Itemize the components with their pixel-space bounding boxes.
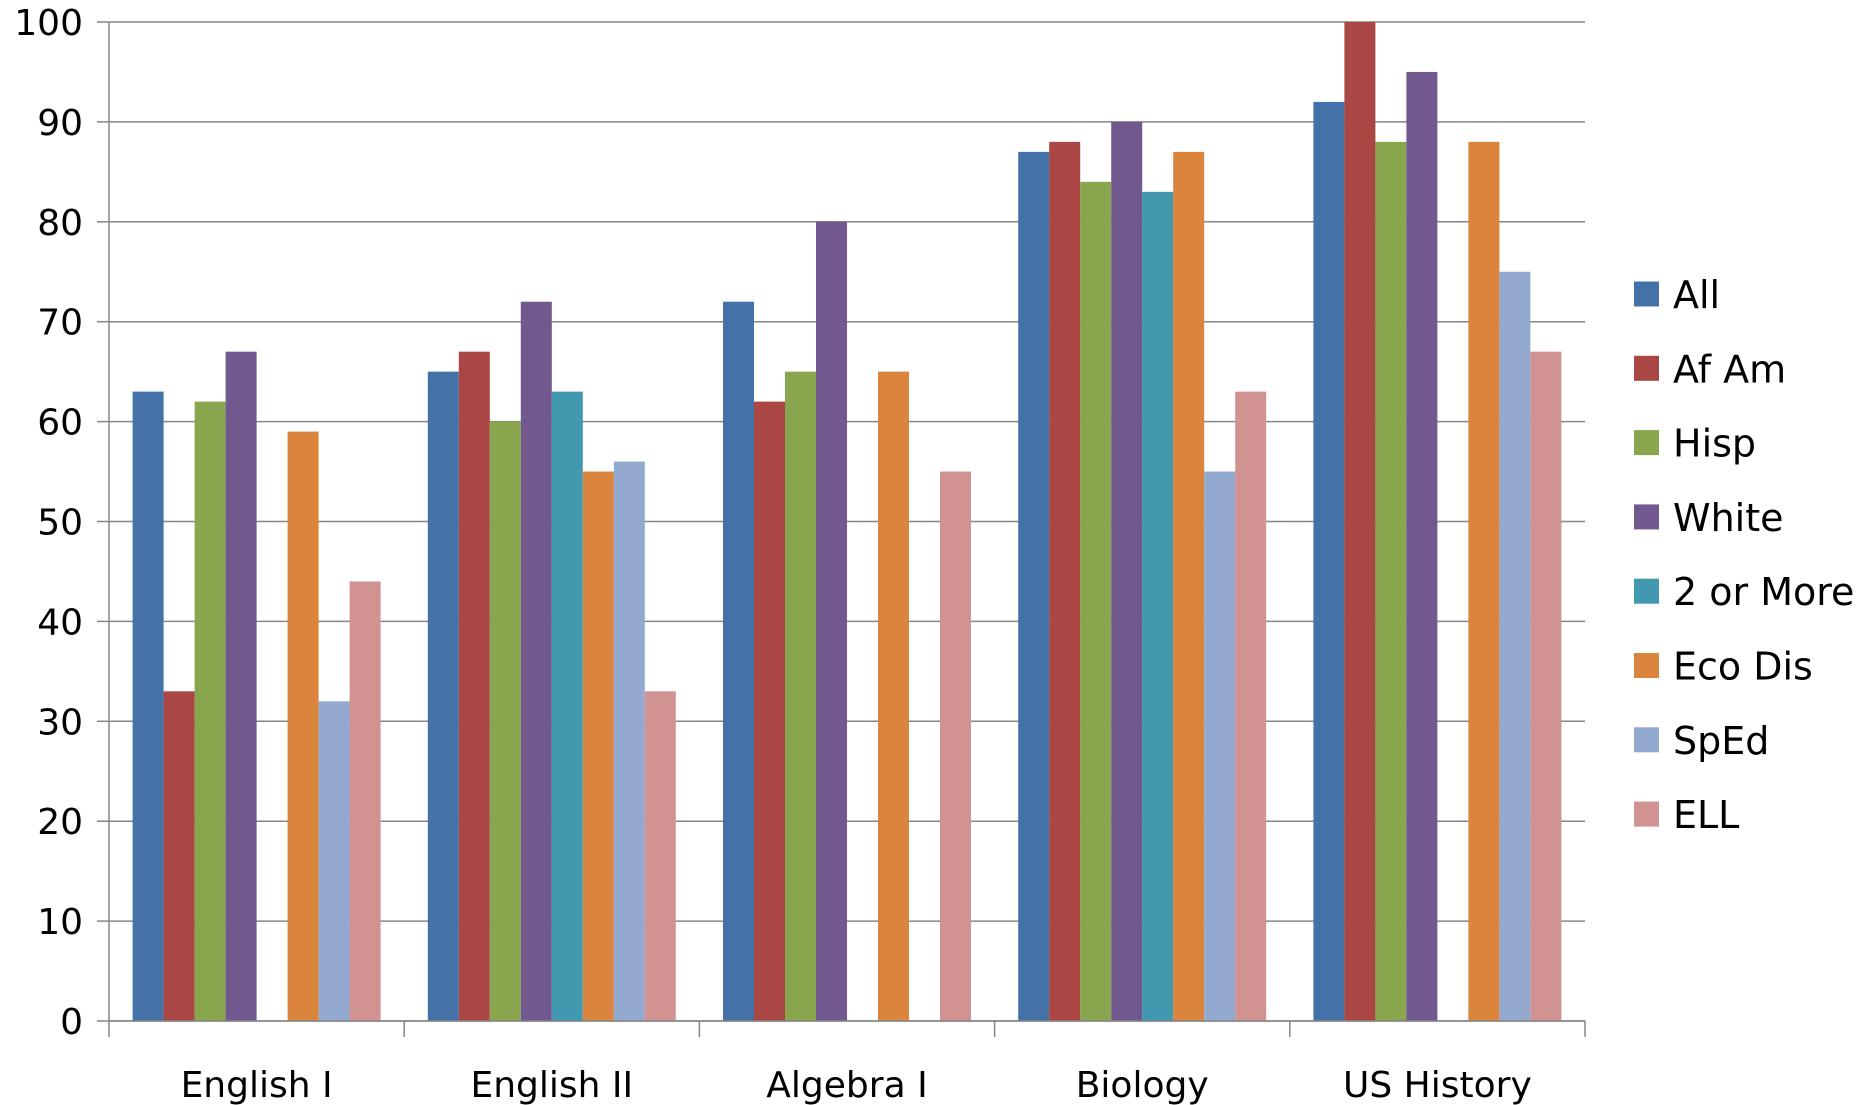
legend-swatch — [1634, 578, 1659, 604]
legend-swatch — [1634, 727, 1659, 753]
bar-english-ii-eco-dis — [582, 471, 614, 1021]
bar-us-history-white — [1406, 71, 1438, 1021]
y-tick-label: 70 — [37, 303, 83, 344]
bar-algebra-i-all — [723, 301, 754, 1022]
bar-biology-af-am — [1049, 141, 1081, 1021]
bar-algebra-i-hisp — [785, 371, 816, 1021]
bar-algebra-i-ell — [940, 471, 971, 1021]
bar-algebra-i-af-am — [754, 401, 785, 1021]
y-tick-label: 40 — [37, 602, 83, 643]
bar-us-history-af-am — [1344, 22, 1376, 1021]
y-tick-label: 50 — [37, 503, 83, 544]
bar-biology-hisp — [1080, 181, 1112, 1022]
bar-english-i-white — [225, 351, 257, 1021]
y-tick-label: 20 — [37, 802, 83, 843]
bars — [132, 22, 1562, 1022]
bar-us-history-sped — [1499, 271, 1531, 1021]
x-tick-label: Algebra I — [766, 1065, 927, 1105]
x-tick-label: English II — [470, 1065, 633, 1105]
bar-biology-white — [1111, 121, 1143, 1021]
bar-english-i-af-am — [163, 691, 195, 1021]
legend-label: 2 or More — [1673, 570, 1854, 614]
x-tick-label: English I — [181, 1065, 333, 1105]
bar-english-ii-ell — [644, 691, 676, 1021]
legend-label: White — [1673, 496, 1784, 540]
axes: 0 10 20 30 40 50 60 70 80 90 100 English I English I… — [14, 3, 1586, 1105]
bar-us-history-all — [1313, 101, 1345, 1022]
legend-label: SpEd — [1673, 719, 1769, 763]
bar-english-i-eco-dis — [287, 431, 319, 1022]
legend-label: Hisp — [1673, 422, 1756, 466]
legend-label: Af Am — [1673, 347, 1786, 391]
bar-english-i-all — [132, 391, 164, 1021]
legend-label: All — [1673, 273, 1720, 317]
legend-swatch — [1634, 504, 1659, 530]
legend-swatch — [1634, 801, 1659, 827]
y-tick-label: 100 — [14, 3, 83, 44]
bar-english-ii-2-or-more — [551, 391, 583, 1021]
legend-swatch — [1634, 355, 1659, 381]
y-tick-label: 60 — [37, 403, 83, 444]
y-tick-label: 80 — [37, 203, 83, 244]
bar-biology-eco-dis — [1173, 151, 1205, 1021]
bar-biology-sped — [1204, 471, 1236, 1021]
legend-swatch — [1634, 653, 1659, 678]
bar-biology-ell — [1235, 391, 1267, 1021]
bar-english-ii-af-am — [458, 351, 490, 1021]
bar-english-i-ell — [349, 581, 381, 1021]
bar-english-ii-all — [427, 371, 459, 1021]
legend-swatch — [1634, 281, 1659, 307]
bar-biology-all — [1018, 151, 1050, 1021]
x-tick-label: Biology — [1076, 1065, 1209, 1105]
bar-english-i-hisp — [194, 401, 226, 1021]
bar-us-history-eco-dis — [1468, 141, 1500, 1021]
bar-us-history-hisp — [1375, 141, 1407, 1021]
legend-label: ELL — [1673, 793, 1739, 837]
legend: All Af Am Hisp White 2 or More Eco Dis SpEd ELL — [1634, 273, 1854, 837]
y-tick-label: 10 — [37, 902, 83, 943]
y-tick-label: 30 — [37, 702, 83, 743]
legend-label: Eco Dis — [1673, 645, 1813, 689]
bar-us-history-ell — [1530, 351, 1562, 1021]
bar-english-ii-white — [520, 301, 552, 1022]
bar-biology-2-or-more — [1142, 191, 1174, 1021]
x-tick-label: US History — [1343, 1065, 1532, 1105]
y-tick-label: 0 — [60, 1002, 83, 1043]
y-tick-label: 90 — [37, 103, 83, 144]
bar-english-i-sped — [318, 701, 350, 1021]
bar-algebra-i-eco-dis — [878, 371, 909, 1021]
bar-english-ii-hisp — [489, 421, 521, 1022]
bar-english-ii-sped — [613, 461, 645, 1021]
legend-swatch — [1634, 430, 1659, 456]
bar-algebra-i-white — [816, 221, 847, 1022]
